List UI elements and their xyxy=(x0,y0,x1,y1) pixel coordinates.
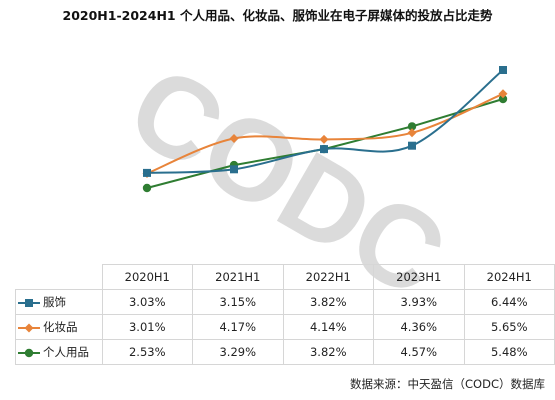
column-header-2020H1: 2020H1 xyxy=(101,264,193,290)
data-label-1-2023H1: 3.93% xyxy=(373,289,465,315)
data-point-1-2022H1 xyxy=(320,145,328,154)
table-row: 化妆品 3.01% 4.17% 4.14% 4.36% 5.65% xyxy=(15,314,555,340)
data-label-2-2021H1: 4.17% xyxy=(192,314,284,340)
legend-key-1 xyxy=(18,298,40,307)
chart-title: 2020H1-2024H1 个人用品、化妆品、服饰业在电子屏媒体的投放占比走势 xyxy=(62,8,493,23)
line-chart xyxy=(142,66,508,193)
table-row: 个人用品 2.53% 3.29% 3.82% 4.57% 5.48% xyxy=(15,339,555,365)
data-label-2-2020H1: 3.01% xyxy=(101,314,193,340)
legend-key-2 xyxy=(18,323,40,332)
series-name-1: 服饰 xyxy=(43,295,66,309)
table-row: 服饰 3.03% 3.15% 3.82% 3.93% 6.44% xyxy=(15,289,555,315)
data-label-3-2020H1: 2.53% xyxy=(101,339,193,365)
table-corner xyxy=(15,264,103,290)
column-header-2022H1: 2022H1 xyxy=(282,264,374,290)
data-label-1-2024H1: 6.44% xyxy=(463,289,555,315)
data-label-3-2024H1: 5.48% xyxy=(463,339,555,365)
series-line-1 xyxy=(146,69,504,174)
legend-key-3 xyxy=(18,348,40,357)
codc-watermark: CODC xyxy=(120,60,450,290)
data-label-3-2023H1: 4.57% xyxy=(373,339,465,365)
data-label-1-2021H1: 3.15% xyxy=(192,289,284,315)
column-header-2023H1: 2023H1 xyxy=(373,264,465,290)
series-name-2: 化妆品 xyxy=(43,320,78,334)
data-label-2-2022H1: 4.14% xyxy=(282,314,374,340)
series-label-1: 服饰 xyxy=(15,289,103,315)
series-line-2 xyxy=(146,92,504,175)
series-lines xyxy=(146,69,504,189)
table-header-row: 2020H1 2021H1 2022H1 2023H1 2024H1 xyxy=(15,264,555,290)
data-point-3-2023H1 xyxy=(407,122,417,131)
data-label-3-2022H1: 3.82% xyxy=(282,339,374,365)
data-point-1-2023H1 xyxy=(408,141,416,150)
data-point-1-2021H1 xyxy=(230,165,238,174)
data-label-3-2021H1: 3.29% xyxy=(192,339,284,365)
data-label-1-2022H1: 3.82% xyxy=(282,289,374,315)
series-markers xyxy=(142,66,508,193)
data-label-2-2024H1: 5.65% xyxy=(463,314,555,340)
series-label-2: 化妆品 xyxy=(15,314,103,340)
data-point-2-2024H1 xyxy=(498,89,508,99)
column-header-2024H1: 2024H1 xyxy=(463,264,555,290)
data-point-3-2024H1 xyxy=(498,94,508,104)
series-name-3: 个人用品 xyxy=(43,345,89,359)
data-label-1-2020H1: 3.03% xyxy=(101,289,193,315)
column-header-2021H1: 2021H1 xyxy=(192,264,284,290)
source-note: 数据来源：中天盈信（CODC）数据库 xyxy=(350,377,545,391)
data-label-2-2023H1: 4.36% xyxy=(373,314,465,340)
series-line-3 xyxy=(146,98,504,189)
data-point-3-2020H1 xyxy=(142,183,152,193)
data-table: 2020H1 2021H1 2022H1 2023H1 2024H1 服饰 3.03% 3.… xyxy=(15,264,555,365)
data-point-2-2023H1 xyxy=(407,128,417,138)
data-point-2-2021H1 xyxy=(229,134,239,143)
data-point-1-2020H1 xyxy=(143,168,151,177)
data-point-2-2022H1 xyxy=(319,134,329,144)
series-label-3: 个人用品 xyxy=(15,339,103,365)
data-point-1-2024H1 xyxy=(499,66,507,74)
